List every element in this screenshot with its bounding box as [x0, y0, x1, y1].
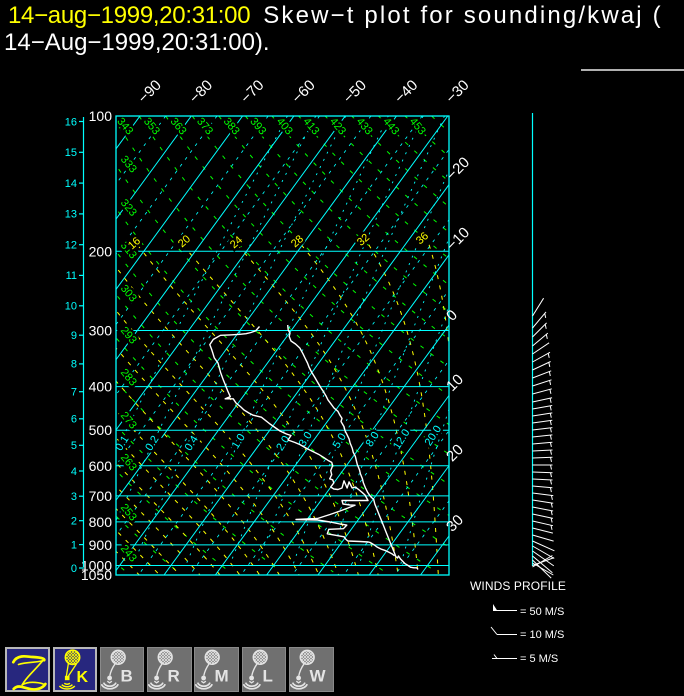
- svg-text:10: 10: [443, 371, 467, 395]
- svg-text:433: 433: [354, 116, 375, 138]
- svg-text:M: M: [215, 666, 229, 685]
- svg-text:100: 100: [89, 108, 113, 124]
- svg-text:−70: −70: [237, 77, 267, 107]
- svg-text:263: 263: [118, 452, 139, 474]
- svg-text:4: 4: [71, 466, 77, 478]
- svg-text:413: 413: [300, 116, 321, 138]
- svg-text:11: 11: [66, 270, 77, 282]
- svg-text:W: W: [310, 666, 327, 685]
- svg-text:500: 500: [89, 422, 113, 438]
- svg-text:L: L: [262, 666, 272, 685]
- svg-text:= 50 M/S: = 50 M/S: [520, 606, 564, 618]
- svg-text:6: 6: [71, 414, 77, 426]
- svg-text:−10: −10: [443, 224, 473, 254]
- svg-text:36: 36: [414, 230, 431, 247]
- svg-text:−40: −40: [391, 77, 421, 107]
- svg-text:R: R: [168, 666, 180, 685]
- svg-text:343: 343: [114, 116, 135, 138]
- svg-text:200: 200: [89, 243, 113, 259]
- svg-text:303: 303: [118, 283, 139, 305]
- svg-text:30: 30: [443, 512, 467, 536]
- svg-text:12.0: 12.0: [391, 427, 413, 452]
- svg-text:253: 253: [118, 502, 139, 524]
- svg-text:12: 12: [65, 240, 77, 252]
- svg-text:383: 383: [221, 116, 242, 138]
- svg-text:2: 2: [71, 516, 77, 528]
- svg-text:273: 273: [118, 410, 139, 432]
- svg-text:800: 800: [89, 514, 113, 530]
- svg-text:900: 900: [89, 537, 113, 553]
- svg-text:0.2: 0.2: [143, 434, 161, 453]
- svg-text:600: 600: [89, 458, 113, 474]
- svg-text:8.0: 8.0: [364, 430, 382, 449]
- svg-text:= 5 M/S: = 5 M/S: [520, 653, 558, 665]
- svg-text:323: 323: [118, 197, 139, 219]
- svg-text:5: 5: [71, 440, 77, 452]
- svg-text:300: 300: [89, 323, 113, 339]
- svg-text:24: 24: [228, 234, 245, 251]
- svg-text:0: 0: [443, 307, 461, 325]
- svg-text:= 10 M/S: = 10 M/S: [520, 629, 564, 641]
- svg-text:−50: −50: [340, 77, 370, 107]
- svg-text:7: 7: [71, 387, 77, 399]
- svg-text:10: 10: [65, 301, 77, 313]
- svg-text:15: 15: [65, 147, 77, 159]
- svg-text:700: 700: [89, 488, 113, 504]
- svg-text:3.0: 3.0: [297, 430, 315, 449]
- svg-text:B: B: [120, 666, 132, 685]
- svg-text:8: 8: [71, 359, 77, 371]
- svg-text:−90: −90: [135, 77, 165, 107]
- svg-text:1000: 1000: [81, 558, 112, 574]
- svg-text:0: 0: [71, 563, 77, 575]
- svg-text:1050: 1050: [81, 567, 112, 583]
- svg-text:283: 283: [118, 367, 139, 389]
- svg-text:0.4: 0.4: [183, 434, 201, 453]
- svg-text:K: K: [76, 669, 88, 686]
- svg-text:20: 20: [176, 233, 193, 250]
- svg-text:13: 13: [65, 209, 77, 221]
- svg-text:293: 293: [118, 325, 139, 347]
- svg-text:243: 243: [118, 543, 139, 565]
- svg-text:400: 400: [89, 379, 113, 395]
- svg-text:393: 393: [247, 116, 268, 138]
- svg-text:−60: −60: [289, 77, 319, 107]
- svg-text:1.0: 1.0: [230, 432, 248, 451]
- svg-text:353: 353: [141, 116, 162, 138]
- svg-text:14: 14: [65, 178, 77, 190]
- svg-text:−20: −20: [443, 154, 473, 184]
- svg-text:3: 3: [71, 491, 77, 503]
- svg-text:363: 363: [168, 116, 189, 138]
- svg-text:−30: −30: [443, 77, 473, 107]
- svg-text:WINDS PROFILE: WINDS PROFILE: [470, 579, 566, 593]
- svg-text:−80: −80: [186, 77, 216, 107]
- svg-text:20: 20: [443, 441, 467, 465]
- svg-text:373: 373: [194, 116, 215, 138]
- svg-text:16: 16: [65, 116, 77, 128]
- svg-text:9: 9: [71, 330, 77, 342]
- svg-text:1: 1: [71, 539, 77, 551]
- svg-text:423: 423: [327, 116, 348, 138]
